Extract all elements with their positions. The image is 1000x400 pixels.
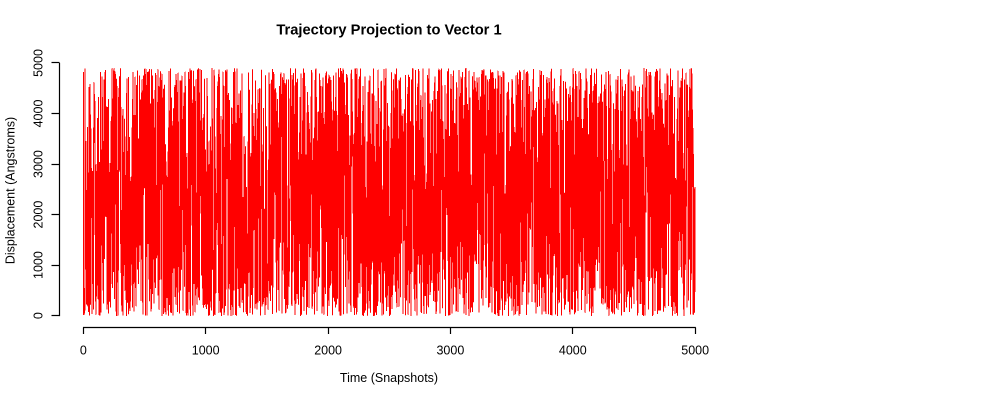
svg-text:3000: 3000: [436, 343, 464, 357]
svg-text:1000: 1000: [192, 343, 220, 357]
svg-text:5000: 5000: [32, 49, 46, 77]
svg-text:2000: 2000: [314, 343, 342, 357]
svg-text:Time (Snapshots): Time (Snapshots): [340, 371, 438, 385]
svg-text:4000: 4000: [559, 343, 587, 357]
svg-text:0: 0: [32, 312, 46, 319]
svg-text:2000: 2000: [32, 201, 46, 229]
svg-text:3000: 3000: [32, 150, 46, 178]
svg-text:Trajectory Projection to Vecto: Trajectory Projection to Vector 1: [276, 22, 501, 38]
svg-text:5000: 5000: [681, 343, 709, 357]
svg-text:Displacement (Angstroms): Displacement (Angstroms): [4, 117, 18, 264]
svg-text:1000: 1000: [32, 251, 46, 279]
svg-text:4000: 4000: [32, 100, 46, 128]
svg-text:0: 0: [80, 343, 87, 357]
